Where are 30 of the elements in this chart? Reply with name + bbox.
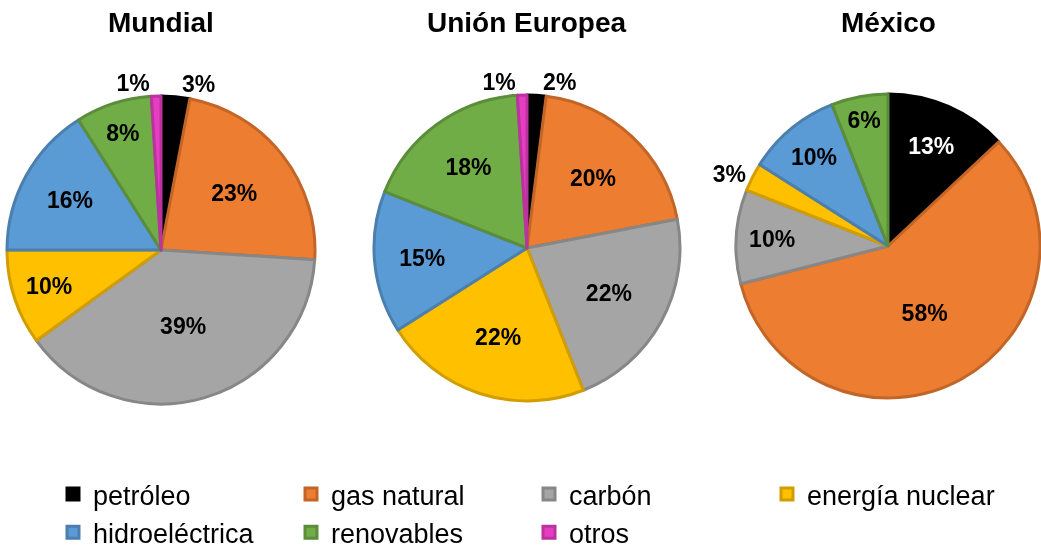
data-label: 16% xyxy=(46,186,93,213)
data-label: 3% xyxy=(712,161,747,188)
slice-label: México xyxy=(841,7,936,38)
data-label: 8% xyxy=(106,119,140,146)
data-label: 23% xyxy=(211,180,258,207)
legend-label: otros xyxy=(569,518,630,549)
data-label: 20% xyxy=(569,164,616,191)
data-label: 10% xyxy=(790,143,838,170)
data-label: 15% xyxy=(399,244,446,271)
data-label: 18% xyxy=(445,154,492,181)
legend-label: petróleo xyxy=(93,480,191,511)
slice-label: Mundial xyxy=(108,7,214,38)
legend-label: carbón xyxy=(569,480,652,511)
data-label: 3% xyxy=(181,70,216,97)
data-label: 6% xyxy=(847,107,881,134)
legend-label: energía nuclear xyxy=(807,480,995,511)
legend-label: hidroeléctrica xyxy=(93,518,255,549)
slice-label: Unión Europea xyxy=(427,7,627,38)
data-label: 10% xyxy=(749,225,796,252)
data-label: 22% xyxy=(585,280,632,307)
data-label: 22% xyxy=(475,323,522,350)
legend-label: gas natural xyxy=(331,480,465,511)
data-label: 2% xyxy=(543,69,577,96)
data-label: 10% xyxy=(26,273,73,300)
data-label: 39% xyxy=(160,313,207,340)
legend-label: renovables xyxy=(331,518,464,549)
data-label: 13% xyxy=(908,133,955,160)
data-label: 1% xyxy=(116,70,150,97)
data-label: 1% xyxy=(482,69,516,96)
data-label: 58% xyxy=(901,299,948,326)
